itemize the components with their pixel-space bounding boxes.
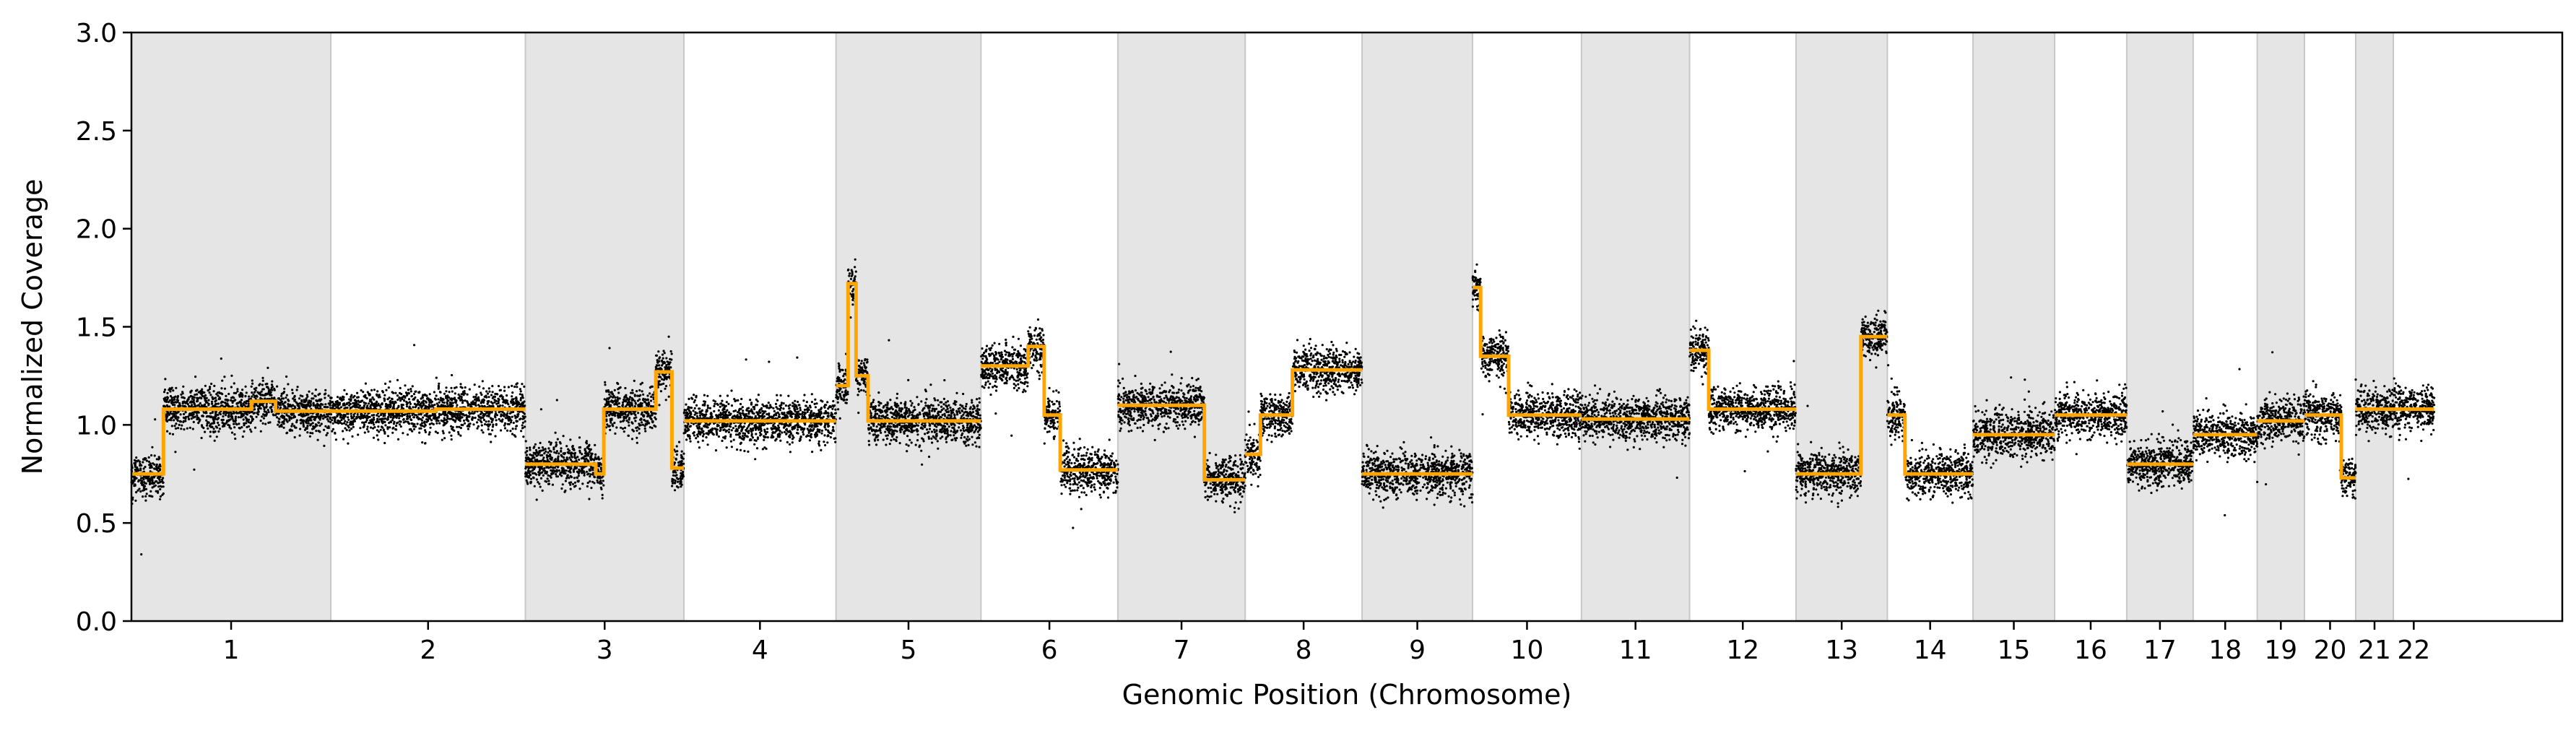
segment-line-chr10 [1473, 285, 1582, 417]
chromosome-band-11 [1580, 32, 1691, 622]
chromosome-label-9: 9 [1409, 636, 1426, 665]
coverage-points-chr16 [2054, 379, 2128, 456]
segment-line-chr5 [836, 282, 981, 423]
y-tick-label: 3.0 [76, 19, 117, 48]
chromosome-band-9 [1361, 32, 1474, 622]
segment-line-chr3 [525, 370, 684, 476]
chromosome-label-21: 21 [2358, 636, 2391, 665]
chromosome-label-19: 19 [2264, 636, 2297, 665]
coverage-points-chr8 [1244, 337, 1363, 487]
coverage-points-chr20 [2303, 380, 2357, 500]
chromosome-band-7 [1116, 32, 1246, 622]
segment-line-chr12 [1689, 348, 1796, 412]
chromosome-label-10: 10 [1511, 636, 1544, 665]
segment-line-chr13 [1796, 334, 1888, 476]
segment-line-chr2 [331, 407, 526, 413]
chromosome-label-2: 2 [420, 636, 436, 665]
chromosome-label-11: 11 [1619, 636, 1652, 665]
chromosome-band-3 [524, 32, 685, 622]
y-tick-label: 1.0 [76, 411, 117, 441]
coverage-points-chr10 [1471, 263, 1583, 450]
chromosome-label-6: 6 [1041, 636, 1058, 665]
chromosome-label-13: 13 [1825, 636, 1858, 665]
segment-line-chr1 [131, 399, 331, 476]
segment-line-layer [131, 282, 2434, 482]
coverage-points-layer [130, 258, 2436, 556]
chromosome-label-5: 5 [901, 636, 917, 665]
coverage-points-chr14 [1886, 364, 1974, 504]
chromosome-label-14: 14 [1914, 636, 1947, 665]
segment-line-chr6 [981, 344, 1118, 472]
chromosome-band-17 [2125, 32, 2194, 622]
chromosome-band-21 [2354, 32, 2395, 622]
chromosome-label-8: 8 [1296, 636, 1312, 665]
y-tick-label: 2.0 [76, 215, 117, 245]
chromosome-label-17: 17 [2143, 636, 2177, 665]
chromosome-label-1: 1 [223, 636, 240, 665]
coverage-points-chr22 [2392, 377, 2436, 480]
segment-line-chr14 [1887, 413, 1973, 476]
coverage-points-chr18 [2192, 368, 2259, 517]
coverage-points-chr6 [980, 318, 1119, 529]
y-tick-label: 0.0 [76, 607, 117, 637]
coverage-points-chr4 [682, 356, 838, 461]
coverage-points-chr2 [329, 344, 526, 445]
y-tick-label: 2.5 [76, 117, 117, 147]
chromosome-band-5 [835, 32, 982, 622]
plot-frame [130, 31, 2564, 623]
segment-line-chr8 [1245, 368, 1363, 456]
y-axis-label: Normalized Coverage [17, 179, 48, 475]
chromosome-label-16: 16 [2074, 636, 2107, 665]
chromosome-label-20: 20 [2314, 636, 2347, 665]
x-axis-label: Genomic Position (Chromosome) [1122, 679, 1572, 711]
segment-line-chr7 [1117, 403, 1246, 482]
chromosome-band-19 [2256, 32, 2305, 622]
y-tick-label: 0.5 [76, 509, 117, 539]
chromosome-label-15: 15 [1998, 636, 2031, 665]
chromosome-band-13 [1795, 32, 1888, 622]
chromosome-band-1 [131, 32, 332, 622]
chromosome-label-4: 4 [752, 636, 768, 665]
axes-layer: 0.00.51.01.52.02.53.01 2 3 4 5 6 7 8 9 10 11 12 13 14… [76, 19, 2564, 665]
chromosome-label-22: 22 [2397, 636, 2430, 665]
segment-line-chr20 [2304, 413, 2356, 480]
chromosome-band-15 [1972, 32, 2056, 622]
y-tick-label: 1.5 [76, 313, 117, 343]
chromosome-label-7: 7 [1174, 636, 1190, 665]
chromosome-label-12: 12 [1726, 636, 1759, 665]
chromosome-label-18: 18 [2208, 636, 2242, 665]
coverage-points-chr12 [1688, 319, 1797, 473]
chromosome-shading-layer [131, 32, 2395, 622]
chromosome-label-3: 3 [597, 636, 613, 665]
